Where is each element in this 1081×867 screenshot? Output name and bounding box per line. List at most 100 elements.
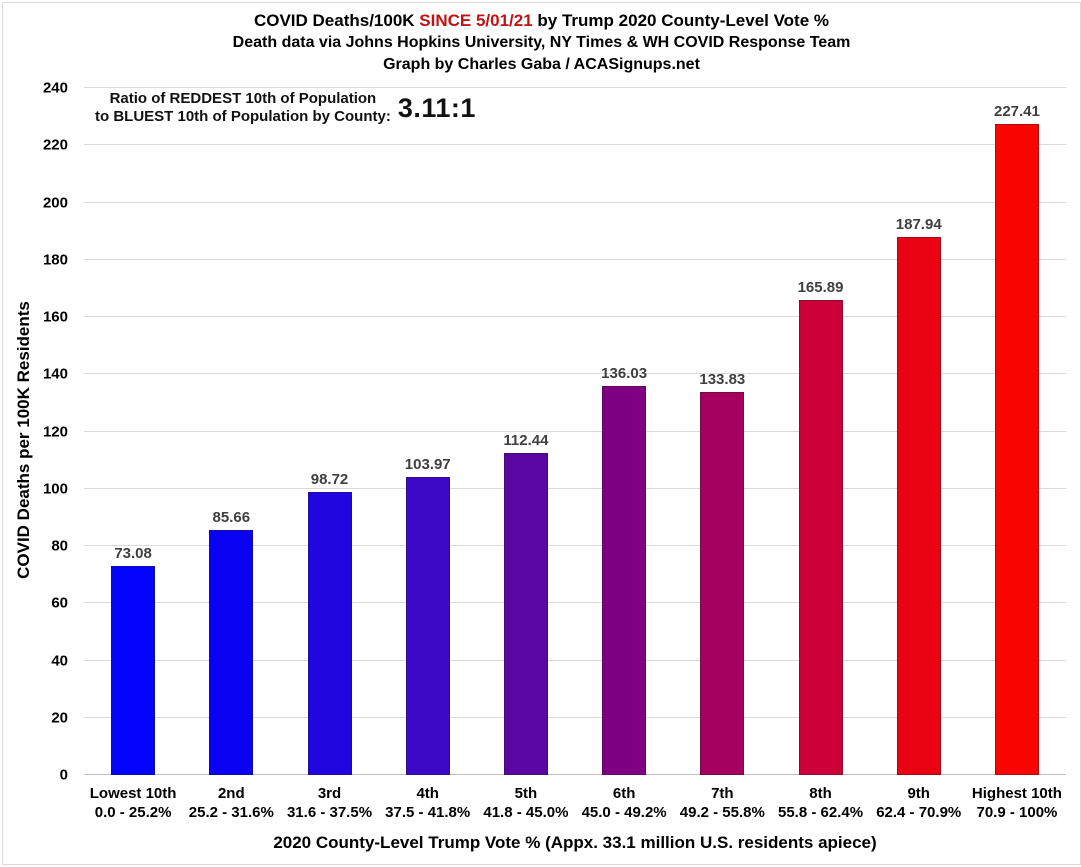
ratio-annotation-text: Ratio of REDDEST 10th of Population to B… [95, 90, 391, 126]
bar-slot: 112.44 [477, 88, 575, 775]
y-axis-tick-labels: 0 20 40 60 80 100 120 140 160 180 200 220 240 [3, 81, 76, 783]
bar-slot: 85.66 [182, 88, 280, 775]
bar [111, 565, 156, 775]
bar [209, 529, 254, 775]
bar [896, 237, 941, 775]
chart-title-highlight: SINCE 5/01/21 [419, 11, 533, 30]
y-tick-label: 80 [51, 537, 68, 555]
x-tick-label-category: 6th [612, 785, 636, 802]
gridline [84, 602, 1066, 604]
gridline [84, 545, 1066, 546]
gridline [84, 430, 1066, 432]
gridline [84, 316, 1066, 317]
gridline [84, 487, 1066, 489]
bar [307, 492, 352, 775]
bar-value-label: 187.94 [895, 216, 942, 234]
x-tick-label: Lowest 10th 0.0 - 25.2% [84, 784, 182, 822]
x-tick-label: 2nd 25.2 - 31.6% [182, 784, 280, 822]
y-tick-label: 20 [51, 709, 68, 727]
ratio-value: 3.11:1 [397, 92, 476, 123]
x-tick-label: 5th 41.8 - 45.0% [477, 784, 575, 822]
x-axis-title: 2020 County-Level Trump Vote % (Appx. 33… [273, 833, 877, 852]
chart-title-part2: by Trump 2020 County-Level Vote % [532, 11, 830, 30]
x-axis-line [84, 774, 1066, 775]
bar-series: 73.08 85.66 98.72 103.97 112.44 136.03 133.83 1… [84, 88, 1066, 775]
y-tick-label: 0 [59, 766, 68, 784]
bar-slot: 187.94 [870, 88, 968, 775]
bar-slot: 103.97 [379, 88, 477, 775]
x-tick-label-category: 7th [711, 785, 734, 802]
x-tick-label-range: 49.2 - 55.8% [679, 804, 765, 821]
gridline [84, 659, 1066, 661]
bar [503, 453, 548, 775]
y-tick-label: 160 [42, 308, 68, 326]
y-axis-title: COVID Deaths per 100K Residents [14, 301, 33, 579]
bar-slot: 165.89 [771, 88, 869, 775]
bar-value-label: 133.83 [699, 370, 746, 388]
bar-value-label: 227.41 [993, 103, 1040, 121]
x-tick-label-range: 25.2 - 31.6% [188, 804, 274, 821]
y-tick-label: 60 [51, 594, 68, 612]
x-tick-label: 4th 37.5 - 41.8% [379, 784, 477, 822]
bar-slot: 133.83 [673, 88, 771, 775]
x-tick-label-range: 70.9 - 100% [976, 804, 1058, 821]
x-tick-label-range: 62.4 - 70.9% [876, 804, 962, 821]
x-tick-label-category: 9th [907, 785, 930, 802]
y-tick-label: 200 [42, 194, 68, 211]
bar-value-label: 103.97 [404, 456, 451, 474]
ratio-annotation-line2: to BLUEST 10th of Population by County: [95, 108, 391, 125]
x-tick-label-range: 31.6 - 37.5% [286, 804, 373, 821]
bar-value-label: 112.44 [503, 432, 549, 450]
bar [700, 391, 745, 775]
x-tick-label-category: 4th [416, 785, 439, 802]
x-tick-label: 8th 55.8 - 62.4% [771, 784, 869, 822]
bar-slot: 136.03 [575, 88, 673, 775]
x-tick-label-category: Highest 10th [971, 785, 1062, 802]
gridline [84, 716, 1066, 718]
bar [994, 124, 1039, 775]
x-tick-label-range: 41.8 - 45.0% [483, 804, 569, 821]
y-tick-label: 120 [42, 423, 68, 440]
x-tick-label-category: 8th [809, 785, 832, 802]
gridline [84, 373, 1066, 375]
x-tick-label-category: Lowest 10th [89, 785, 177, 802]
x-tick-label-range: 37.5 - 41.8% [385, 804, 471, 821]
chart-header: COVID Deaths/100K SINCE 5/01/21 by Trump… [3, 3, 1080, 76]
bar [798, 300, 843, 775]
gridline [84, 258, 1066, 260]
plot-area: 73.08 85.66 98.72 103.97 112.44 136.03 133.83 1… [84, 87, 1066, 775]
x-axis-tick-labels: Lowest 10th 0.0 - 25.2% 2nd 25.2 - 31.6% 3rd… [84, 784, 1066, 822]
chart-subtitle-credit: Graph by Charles Gaba / ACASignups.net [383, 56, 700, 73]
y-tick-label: 180 [42, 251, 68, 269]
x-tick-label-category: 2nd [217, 785, 245, 802]
x-tick-label-range: 0.0 - 25.2% [94, 804, 172, 821]
ratio-annotation: Ratio of REDDEST 10th of Population to B… [95, 90, 476, 126]
bar-value-label: 136.03 [601, 364, 648, 382]
y-tick-label: 240 [42, 79, 68, 97]
gridline [84, 201, 1066, 203]
y-tick-label: 100 [42, 480, 68, 498]
bar-slot: 227.41 [968, 88, 1066, 775]
gridline [84, 87, 1066, 88]
x-tick-label: Highest 10th 70.9 - 100% [968, 784, 1066, 822]
bar-value-label: 73.08 [114, 544, 152, 562]
x-tick-label-category: 3rd [317, 785, 342, 802]
chart-subtitle-source: Death data via Johns Hopkins University,… [232, 34, 851, 51]
bar-value-label: 165.89 [797, 279, 844, 297]
gridline [84, 144, 1066, 146]
bar [405, 477, 450, 775]
chart-title: COVID Deaths/100K SINCE 5/01/21 by Trump… [3, 9, 1080, 32]
bar-value-label: 98.72 [310, 471, 349, 489]
x-tick-label-range: 45.0 - 49.2% [581, 804, 667, 821]
bar-slot: 98.72 [280, 88, 378, 775]
bar [602, 385, 647, 775]
x-tick-label-category: 5th [514, 785, 538, 802]
bar-slot: 73.08 [84, 88, 182, 775]
ratio-annotation-line1: Ratio of REDDEST 10th of Population [109, 90, 377, 107]
x-tick-label: 9th 62.4 - 70.9% [870, 784, 968, 822]
bar-value-label: 85.66 [212, 508, 251, 526]
x-tick-label: 6th 45.0 - 49.2% [575, 784, 673, 822]
x-tick-label-range: 55.8 - 62.4% [777, 804, 864, 821]
y-tick-label: 140 [42, 365, 68, 383]
